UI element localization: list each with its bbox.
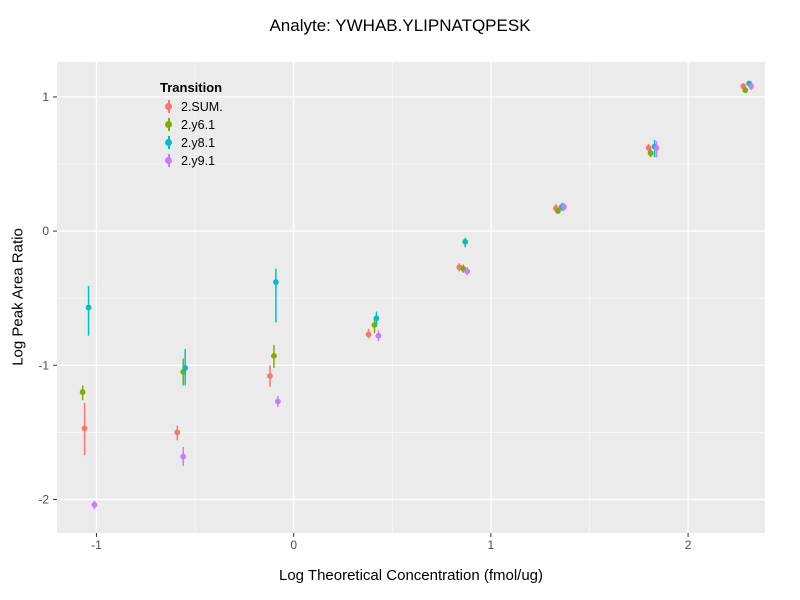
data-point bbox=[555, 208, 561, 214]
legend-entry: 2.y9.1 bbox=[160, 152, 223, 169]
data-point bbox=[174, 429, 181, 436]
legend-key-pointrange-icon bbox=[160, 152, 177, 169]
data-point bbox=[85, 304, 92, 311]
legend-entry: 2.SUM. bbox=[160, 98, 223, 115]
data-point bbox=[373, 315, 380, 322]
legend-entry: 2.y6.1 bbox=[160, 116, 223, 133]
data-point bbox=[182, 365, 189, 371]
legend: Transition 2.SUM. 2.y6.1 2.y8.1 2.y9.1 bbox=[160, 80, 223, 170]
data-point bbox=[79, 389, 86, 396]
svg-text:2: 2 bbox=[685, 538, 692, 552]
y-axis-label: Log Peak Area Ratio bbox=[9, 228, 27, 366]
legend-entry-label: 2.y8.1 bbox=[181, 135, 216, 150]
data-point bbox=[271, 352, 277, 359]
x-tick-labels: -1 0 1 2 bbox=[91, 538, 692, 552]
data-point bbox=[274, 398, 281, 405]
legend-entry-label: 2.y9.1 bbox=[181, 153, 216, 168]
legend-entries: 2.SUM. 2.y6.1 2.y8.1 2.y9.1 bbox=[160, 98, 223, 169]
data-point bbox=[742, 87, 749, 94]
data-point bbox=[267, 373, 273, 379]
svg-text:-1: -1 bbox=[91, 538, 102, 552]
data-point bbox=[81, 425, 88, 432]
svg-text:1: 1 bbox=[42, 90, 49, 104]
data-point bbox=[462, 238, 469, 245]
data-point bbox=[647, 150, 654, 157]
plot-panel bbox=[57, 62, 765, 533]
data-point bbox=[464, 268, 471, 275]
svg-text:0: 0 bbox=[290, 538, 297, 552]
legend-entry: 2.y8.1 bbox=[160, 134, 223, 151]
legend-key-pointrange-icon bbox=[160, 98, 177, 115]
svg-text:1: 1 bbox=[488, 538, 495, 552]
x-axis-label: Log Theoretical Concentration (fmol/ug) bbox=[278, 567, 544, 584]
legend-title: Transition bbox=[160, 80, 223, 95]
data-point bbox=[365, 331, 372, 338]
axis-ticks bbox=[53, 96, 689, 537]
svg-text:-1: -1 bbox=[38, 358, 49, 372]
series-2.y9.1 bbox=[91, 82, 755, 509]
data-point bbox=[91, 501, 98, 508]
legend-key-pointrange-icon bbox=[160, 116, 177, 133]
data-point bbox=[653, 144, 660, 151]
legend-entry-label: 2.SUM. bbox=[181, 99, 223, 114]
y-tick-labels: -2 -1 0 1 bbox=[38, 90, 49, 507]
legend-key-pointrange-icon bbox=[160, 134, 177, 151]
data-point bbox=[273, 279, 279, 285]
major-gridlines bbox=[57, 62, 765, 533]
svg-text:-2: -2 bbox=[38, 492, 49, 506]
svg-text:0: 0 bbox=[42, 224, 49, 238]
data-point bbox=[560, 204, 567, 210]
series-2.y6.1 bbox=[79, 87, 749, 401]
data-point bbox=[748, 83, 755, 90]
chart-title: Analyte: YWHAB.YLIPNATQPESK bbox=[269, 16, 531, 35]
data-point bbox=[180, 453, 187, 460]
data-point bbox=[375, 332, 382, 339]
legend-entry-label: 2.y6.1 bbox=[181, 117, 216, 132]
